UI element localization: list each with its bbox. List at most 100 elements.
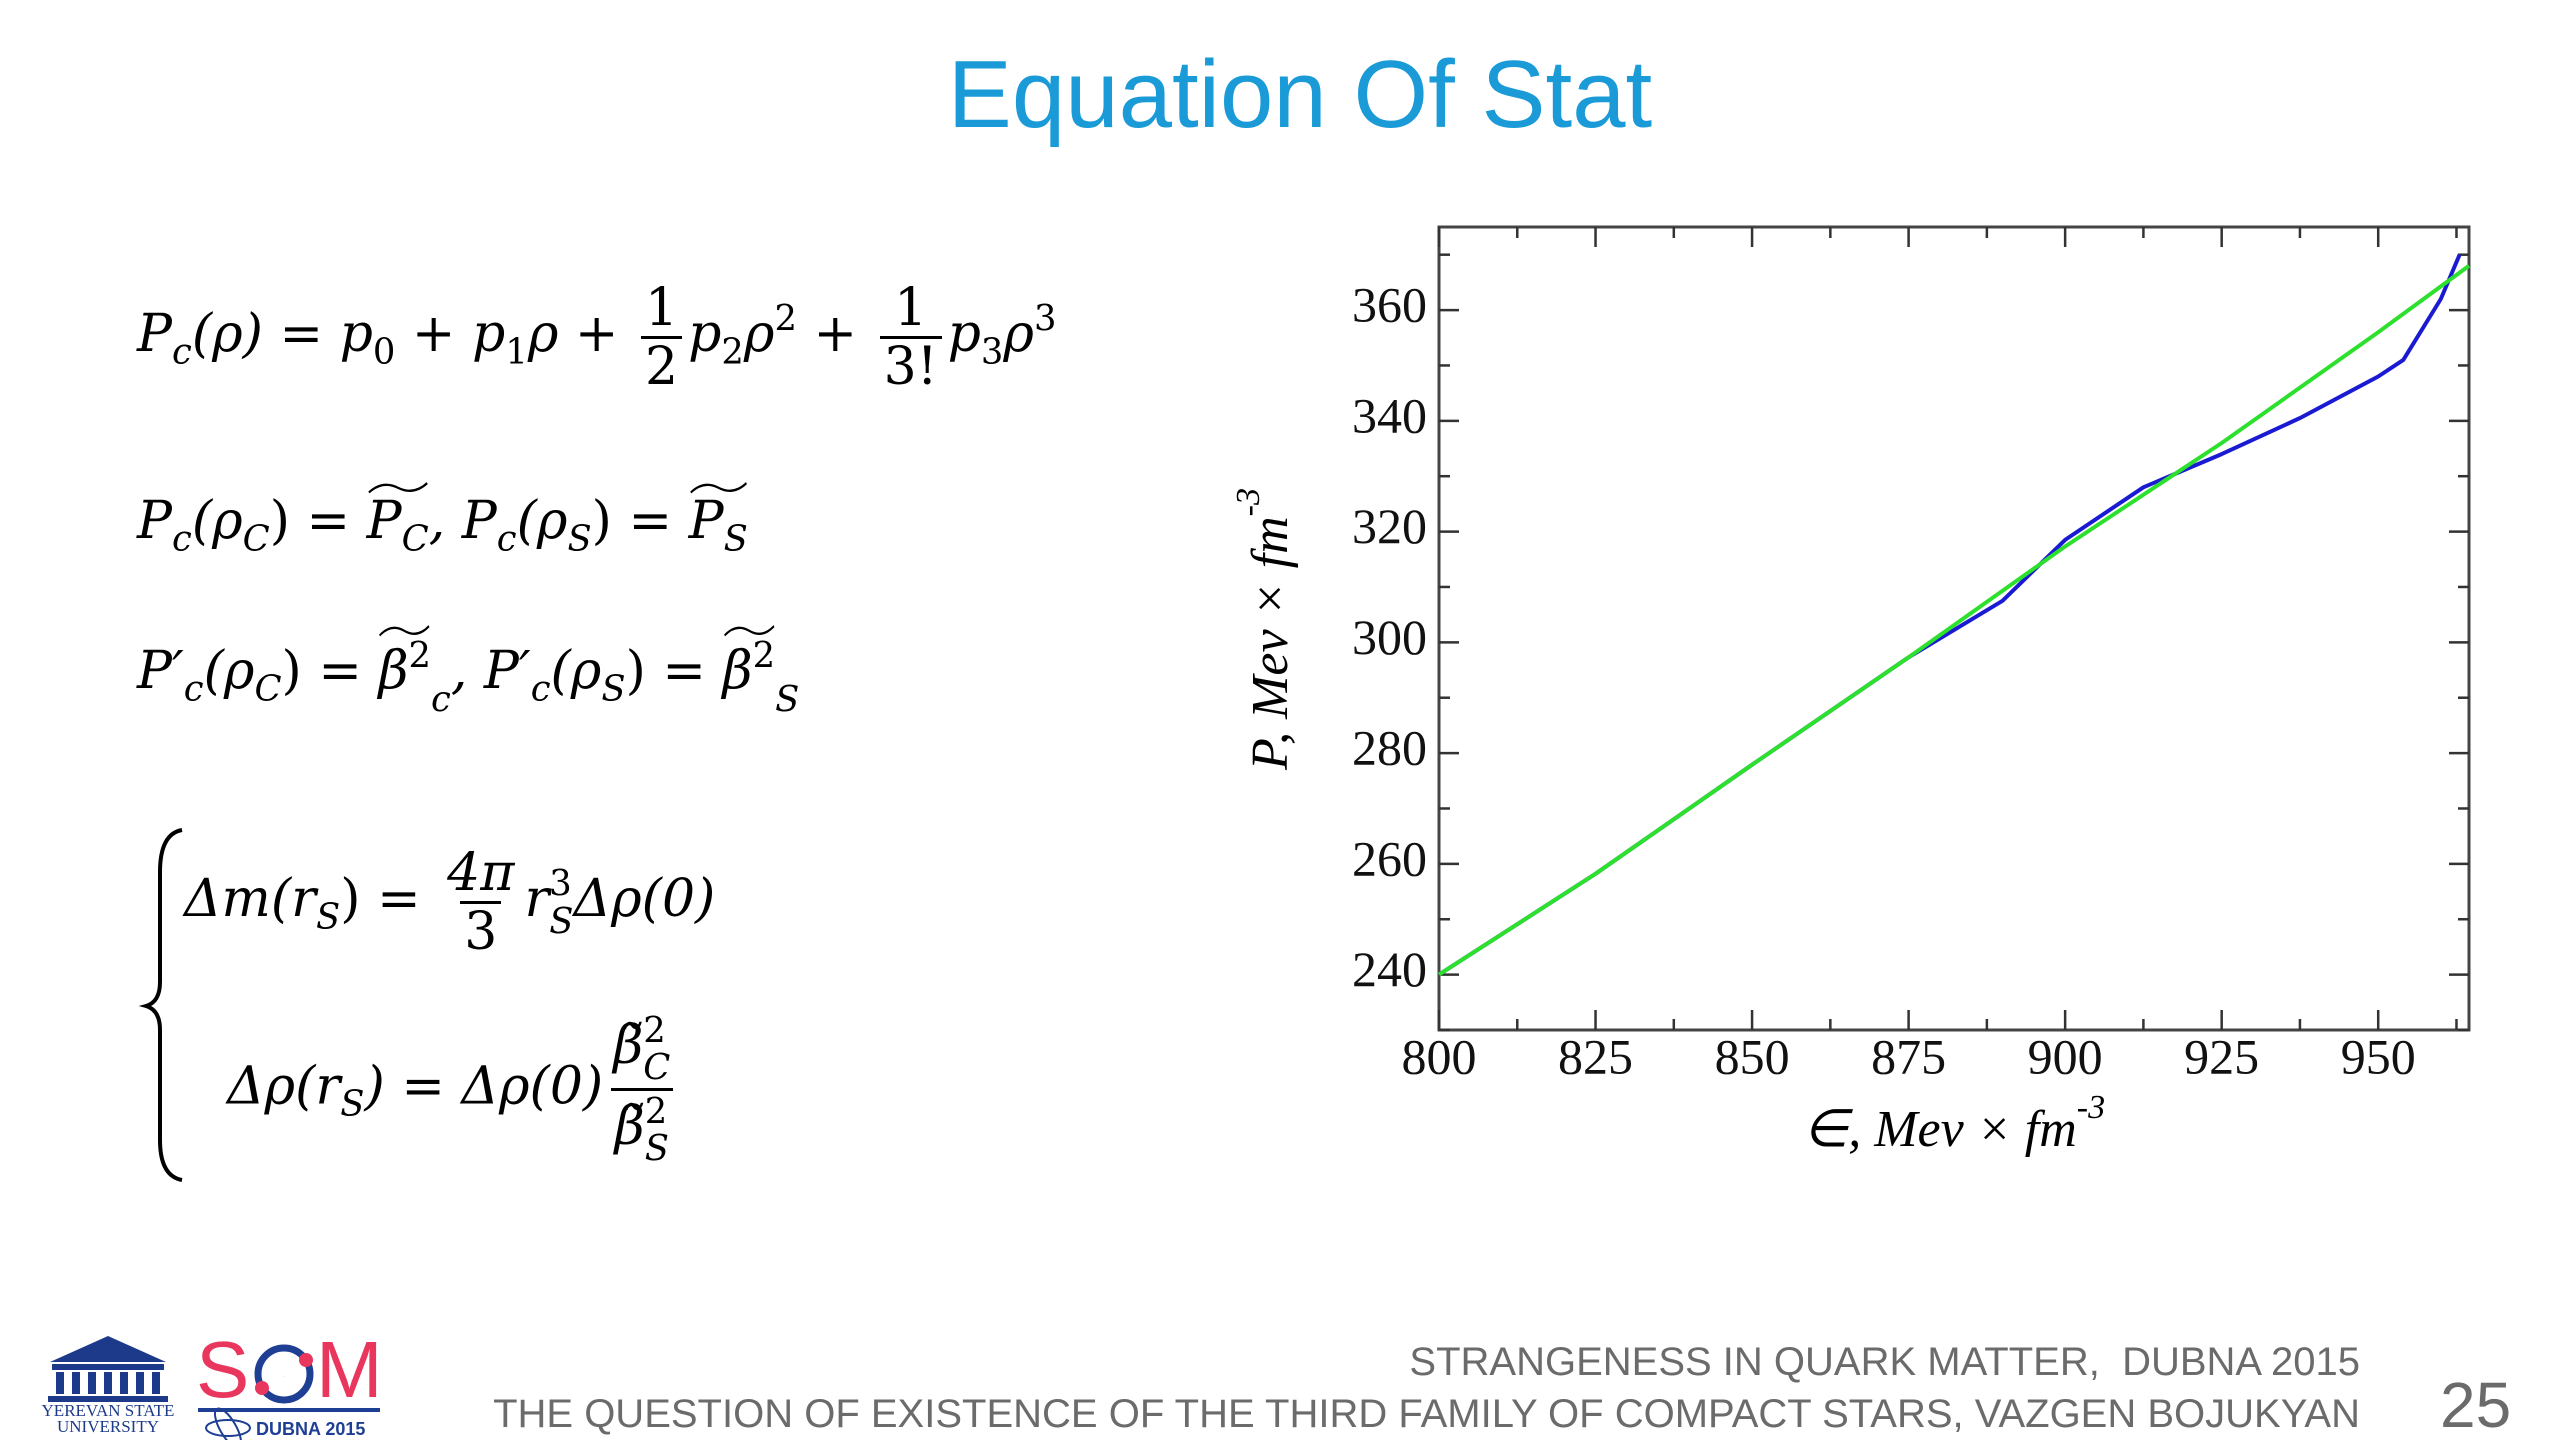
eq-part: +	[797, 304, 874, 364]
eq-part: ρ	[1003, 304, 1034, 364]
eq-part: ) =	[625, 641, 723, 702]
wide-tilde-group: PS	[689, 482, 748, 560]
eq-part: 2	[752, 635, 776, 676]
ysu-logo-line: UNIVERSITY	[57, 1417, 159, 1436]
x-tick-label: 800	[1402, 1028, 1477, 1084]
eq-part: C	[254, 668, 282, 710]
eq-part: ρ	[743, 304, 775, 364]
x-tick-label: 825	[1558, 1028, 1633, 1084]
eq-part: 3	[460, 901, 502, 960]
eq-part: c	[183, 668, 204, 710]
tilde	[689, 482, 747, 494]
eq-part: ) =	[269, 491, 367, 551]
sqm-logo-rule	[198, 1408, 380, 1412]
eq-part: 2	[721, 331, 744, 373]
eq-part: 1	[645, 278, 679, 338]
eq-part: P	[137, 491, 172, 551]
eq-part: ) =	[281, 641, 379, 702]
logo-column	[104, 1372, 112, 1394]
logo-column	[120, 1372, 128, 1394]
eq-part: S	[601, 668, 626, 710]
sqm-logo-place: DUBNA 2015	[256, 1419, 365, 1439]
y-tick-label: 260	[1352, 830, 1427, 886]
tilde	[723, 625, 774, 637]
y-tick-label: 360	[1352, 277, 1427, 333]
fraction-numerator: β̃ 2 C	[609, 1010, 674, 1088]
eq-part: β	[378, 641, 409, 702]
eq-part: c	[172, 331, 192, 373]
eq-part: c	[496, 518, 517, 560]
eq-part: c	[431, 679, 451, 721]
x-tick-label: 900	[2028, 1028, 2103, 1084]
eq-part: S	[567, 518, 592, 560]
x-tick-label: 850	[1715, 1028, 1790, 1084]
eq-part: Δρ(0)	[573, 869, 716, 929]
series-line	[1437, 264, 2471, 977]
tilde	[367, 482, 428, 494]
eq-part: S	[775, 679, 800, 721]
eq-part: ρ +	[527, 304, 636, 364]
eq-part: 2	[408, 635, 432, 676]
eq-part: 3	[1034, 297, 1057, 339]
eq-part: C	[242, 518, 270, 560]
eq-part: P′	[137, 641, 184, 702]
x-axis-label-superscript: -3	[2077, 1089, 2105, 1126]
eq-part: S	[644, 1128, 669, 1170]
sqm-logo-dot	[255, 1381, 269, 1395]
sqm-logo-atom	[214, 1407, 242, 1440]
eq-part: , P	[428, 491, 497, 551]
x-axis-label-text: ∈, Mev × fm	[1803, 1101, 2077, 1158]
eq-part: p	[339, 304, 373, 364]
x-tick-label: 925	[2184, 1028, 2259, 1084]
eq-part: 0	[372, 331, 396, 373]
eq-part: r	[524, 869, 550, 929]
eq-part: (ρ	[191, 491, 243, 551]
fraction-denominator: β̃ 2 S	[610, 1088, 673, 1169]
y-tick-label: 240	[1352, 941, 1427, 997]
eq-part: β	[722, 641, 753, 702]
x-axis-label: ∈, Mev × fm-3	[1803, 1089, 2105, 1158]
tilde	[379, 625, 430, 637]
eq-part: (ρ) =	[191, 304, 340, 364]
y-tick-label: 340	[1352, 387, 1427, 443]
eq-part: ) =	[340, 869, 438, 929]
logo-column	[56, 1372, 64, 1394]
y-axis-label-superscript: -3	[1230, 488, 1267, 516]
brace	[138, 828, 183, 1182]
eq-part: C	[401, 518, 429, 560]
equation: Pc(ρ) = p0 + p1ρ + 1 2 p2ρ2 + 1 3! p3ρ3	[137, 280, 1057, 395]
fraction: 4π 3	[443, 845, 518, 960]
eq-part: Δm(r	[184, 869, 317, 929]
y-tick-label: 300	[1352, 609, 1427, 665]
logo-column	[136, 1372, 144, 1394]
eq-part: S	[723, 518, 748, 560]
sqm-logo-dot	[299, 1353, 313, 1367]
logo-column	[88, 1372, 96, 1394]
eq-part: , P′	[450, 641, 531, 702]
eq-part: p	[472, 304, 506, 364]
y-tick-label: 320	[1352, 498, 1427, 554]
eq-part: P	[366, 491, 402, 551]
eq-part: 2	[643, 1010, 666, 1051]
wide-tilde-group: β2	[378, 625, 432, 697]
eq-part: c	[530, 668, 551, 710]
eq-part: 3!	[879, 336, 942, 395]
eq-part: S	[549, 900, 574, 942]
eq-part: (ρ	[516, 491, 568, 551]
y-axis-label: P, Mev × fm-3	[1230, 488, 1299, 771]
ysu-logo	[48, 1336, 168, 1402]
page-number: 25	[2440, 1369, 2512, 1441]
wide-tilde-group: PC	[367, 482, 429, 560]
footer-conference: STRANGENESS IN QUARK MATTER, DUBNA 2015	[1409, 1340, 2360, 1384]
eq-part: ) =	[591, 491, 689, 551]
eq-part: 2	[774, 297, 798, 339]
logo-base	[48, 1396, 168, 1402]
